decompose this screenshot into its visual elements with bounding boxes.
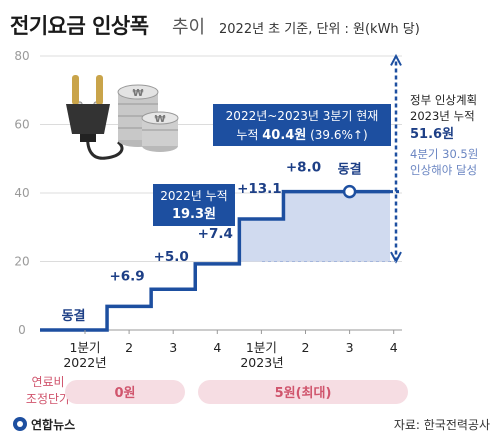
y-tick-label: 0	[18, 323, 26, 337]
area-2023	[239, 191, 390, 262]
x-tick-label: 2	[125, 340, 133, 355]
area-fill	[239, 191, 390, 262]
cable-icon	[86, 131, 124, 160]
x-tick-label: 1분기	[246, 340, 277, 355]
plan-value: 51.6원	[410, 127, 454, 142]
plan-note2: 인상해야 달성	[410, 163, 477, 177]
coin-stack-icon: ₩ ₩	[117, 84, 179, 152]
year-label-2022: 2022년	[63, 355, 106, 370]
step-label: 동결	[62, 308, 86, 324]
step-label: +5.0	[154, 249, 189, 265]
annotation-2023-line2b: 40.4원	[262, 128, 306, 143]
plan-line2: 2023년 누적	[410, 109, 475, 123]
x-tick-label: 2	[302, 340, 310, 355]
y-tick-label: 60	[14, 118, 29, 132]
plan-line1: 정부 인상계획	[410, 93, 477, 107]
chart-subtitle: 추이	[172, 17, 205, 38]
source-note: 자료: 한국전력공사	[394, 418, 490, 432]
y-tick-label: 40	[14, 186, 29, 200]
annotation-2023-line2a: 누적	[236, 128, 262, 142]
plan-arrow-top	[390, 53, 402, 66]
logo-text: 연합뉴스	[31, 417, 75, 432]
unit-note: 2022년 초 기준, 단위 : 원(kWh 당)	[219, 22, 420, 37]
step-label: 동결	[338, 162, 362, 178]
step-label: +6.9	[109, 268, 144, 284]
x-tick-label: 4	[390, 340, 398, 355]
annotation-2023-line1: 2022년~2023년 3분기 현재	[226, 109, 379, 123]
fuel-adjustment-row: 연료비 조정단가 0원 5원(최대)	[26, 375, 408, 406]
step-labels: 동결 +6.9 +5.0 +7.4 +13.1+8.0 동결	[62, 160, 362, 324]
x-tick-label: 3	[169, 340, 177, 355]
annotation-2023-line2c: (39.6%↑)	[306, 128, 367, 142]
year-label-2023: 2023년	[240, 355, 283, 370]
y-axis-ticks: 0 20 40 60 80	[14, 49, 29, 337]
x-tick-label: 1분기	[70, 340, 101, 355]
fuel-label-1: 연료비	[31, 375, 64, 389]
y-tick-label: 80	[14, 49, 29, 63]
step-label: +7.4	[198, 226, 233, 242]
annotation-2023-line2: 누적 40.4원 (39.6%↑)	[236, 128, 367, 143]
fuel-2022-pill	[65, 380, 185, 404]
annotation-government-plan: 정부 인상계획 2023년 누적 51.6원 4분기 30.5원 인상해야 달성	[410, 93, 478, 177]
step-line	[40, 189, 390, 332]
fuel-2023-value: 5원(최대)	[275, 386, 332, 401]
fuel-2023-pill	[198, 380, 408, 404]
fuel-2022-value: 0원	[114, 386, 135, 401]
plug-icon	[66, 75, 110, 142]
series-line	[40, 184, 390, 332]
x-tick-label: 4	[213, 340, 221, 355]
annotation-2022-line2: 19.3원	[172, 207, 216, 222]
plan-note1: 4분기 30.5원	[410, 147, 478, 161]
fuel-label-2: 조정단가	[26, 392, 70, 406]
x-axis-ticks: 1분기 2 3 4 1분기 2 3 4	[70, 330, 398, 355]
svg-text:₩: ₩	[132, 88, 143, 99]
annotation-2022-cumulative: 2022년 누적 19.3원	[153, 184, 235, 226]
plug-coins-illustration: ₩ ₩	[66, 75, 179, 160]
y-tick-label: 20	[14, 255, 29, 269]
svg-text:₩: ₩	[154, 114, 165, 125]
annotation-2022-line1: 2022년 누적	[160, 189, 227, 203]
annotation-2023-cumulative: 2022년~2023년 3분기 현재 누적 40.4원 (39.6%↑)	[213, 104, 391, 146]
yonhap-logo: 연합뉴스	[13, 417, 75, 432]
step-label: +13.1	[237, 181, 282, 197]
x-tick-label: 3	[346, 340, 354, 355]
step-label: +8.0	[286, 160, 321, 176]
data-point-marker	[342, 184, 357, 199]
chart-title: 전기요금 인상폭	[10, 14, 149, 38]
